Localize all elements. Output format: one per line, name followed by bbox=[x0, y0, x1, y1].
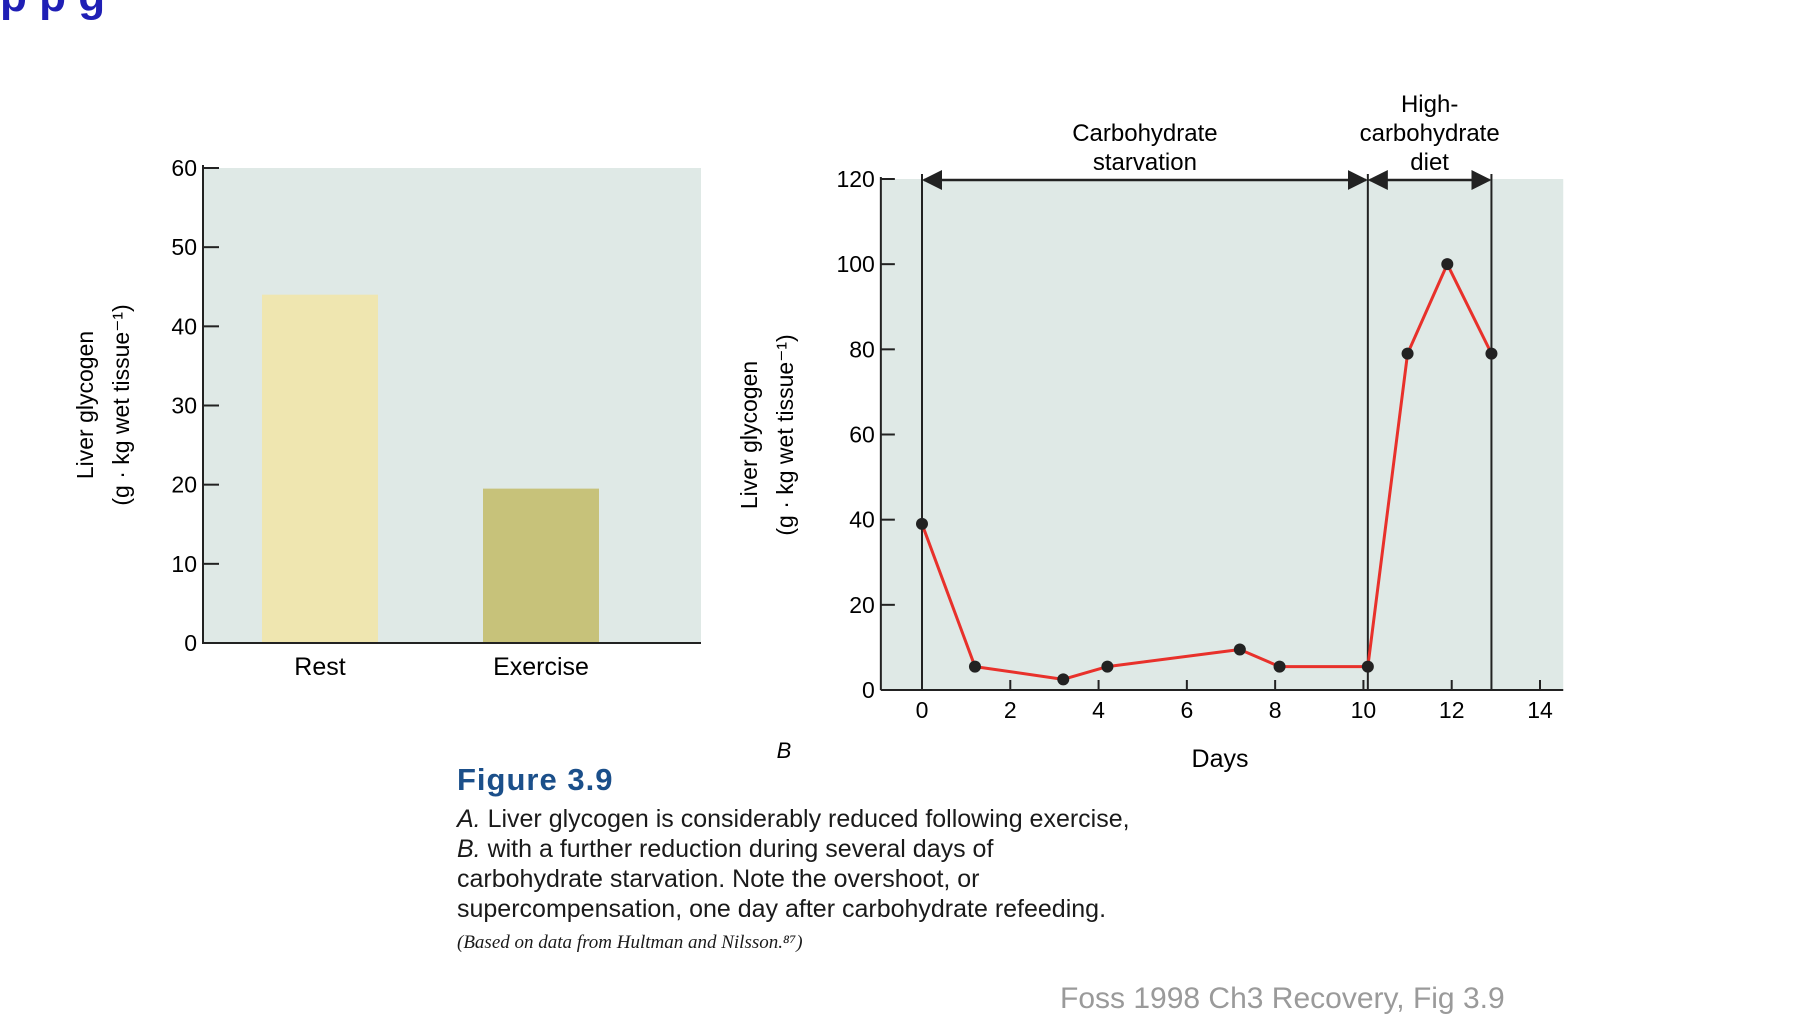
chart-b-data-point bbox=[1441, 258, 1454, 271]
chart-b-y-label: Liver glycogen (g · kg wet tissue⁻¹) bbox=[736, 334, 798, 535]
chart-a-y-tick-label: 10 bbox=[171, 551, 197, 577]
chart-b-phase-label: High- bbox=[1401, 91, 1458, 118]
chart-b-data-point bbox=[1101, 660, 1114, 673]
chart-b-x-tick-label: 2 bbox=[1004, 697, 1017, 723]
chart-a-y-label-line1: Liver glycogen bbox=[72, 331, 98, 479]
chart-a-y-tick-label: 30 bbox=[171, 393, 197, 419]
chart-b-panel-label: B bbox=[777, 738, 792, 763]
chart-b-y-tick-label: 20 bbox=[849, 592, 875, 618]
caption-text-1: Liver glycogen is considerably reduced f… bbox=[480, 805, 1130, 833]
chart-b-y-label-line1: Liver glycogen bbox=[736, 361, 762, 509]
caption-label-a: A. bbox=[457, 805, 481, 833]
chart-b-series-line bbox=[920, 262, 1493, 681]
chart-b-series bbox=[916, 258, 1498, 686]
chart-b-x-tick-label: 6 bbox=[1180, 697, 1193, 723]
chart-a-y-label: Liver glycogen (g · kg wet tissue⁻¹) bbox=[72, 304, 134, 505]
chart-b-data-point bbox=[1485, 347, 1498, 360]
chart-b-x-label: Days bbox=[1192, 745, 1249, 773]
chart-a-y-label-line2: (g · kg wet tissue⁻¹) bbox=[108, 304, 134, 505]
chart-b-phase-label: Carbohydrate bbox=[1072, 120, 1217, 147]
chart-b-y-tick-label: 120 bbox=[836, 166, 874, 192]
chart-b-y-tick-label: 40 bbox=[849, 507, 875, 533]
caption-credit: (Based on data from Hultman and Nilsson.… bbox=[457, 932, 803, 953]
chart-b-x-tick-label: 12 bbox=[1439, 697, 1465, 723]
chart-b-phase-label: carbohydrate bbox=[1360, 120, 1500, 147]
chart-a: 0 10 20 30 40 50 60 Rest Exercise Liver glycoge… bbox=[72, 155, 701, 681]
chart-a-bar-rest bbox=[262, 294, 378, 643]
chart-b-data-point bbox=[1057, 673, 1070, 686]
chart-b-x-tick-label: 8 bbox=[1269, 697, 1282, 723]
chart-a-y-tick-label: 0 bbox=[184, 630, 197, 656]
chart-b-x-tick-label: 14 bbox=[1527, 697, 1553, 723]
page-title-fragment: p p g bbox=[0, 0, 105, 22]
chart-a-y-ticks: 0 10 20 30 40 50 60 bbox=[171, 155, 219, 656]
caption-line-1: A. Liver glycogen is considerably reduce… bbox=[457, 804, 1217, 834]
caption-label-b: B. bbox=[457, 835, 481, 863]
caption-line-3: carbohydrate starvation. Note the oversh… bbox=[457, 865, 980, 893]
caption-text-2: with a further reduction during several … bbox=[480, 835, 994, 863]
chart-b-x-ticks: 0 2 4 6 8 10 12 14 bbox=[916, 680, 1553, 723]
chart-a-y-tick-label: 40 bbox=[171, 313, 197, 339]
chart-b-x-tick-label: 4 bbox=[1092, 697, 1105, 723]
chart-b-data-point bbox=[916, 517, 928, 530]
chart-b-y-tick-label: 80 bbox=[849, 336, 875, 362]
caption-line-2: B. with a further reduction during sever… bbox=[457, 834, 1217, 864]
chart-b-y-tick-label: 60 bbox=[849, 422, 875, 448]
chart-b-data-point bbox=[968, 660, 981, 673]
chart-b-phase-label: diet bbox=[1410, 149, 1449, 176]
chart-a-y-tick-label: 60 bbox=[171, 155, 197, 181]
chart-b-y-tick-label: 0 bbox=[862, 677, 875, 703]
footer-source: Foss 1998 Ch3 Recovery, Fig 3.9 bbox=[1060, 982, 1505, 1015]
chart-a-bars bbox=[262, 294, 599, 643]
chart-a-x-tick-labels: Rest Exercise bbox=[294, 653, 589, 681]
chart-a-bar-exercise bbox=[483, 488, 599, 643]
chart-b-panel bbox=[880, 179, 1564, 690]
chart-b-data-point bbox=[1233, 643, 1246, 656]
chart-b-data-point bbox=[1273, 660, 1286, 673]
chart-b-y-ticks: 0 20 40 60 80 100 120 bbox=[836, 166, 895, 703]
chart-a-y-tick-label: 20 bbox=[171, 472, 197, 498]
caption-line-4: supercompensation, one day after carbohy… bbox=[457, 895, 1107, 923]
chart-b-y-label-line2: (g · kg wet tissue⁻¹) bbox=[772, 334, 798, 535]
figure-caption: Figure 3.9 A. Liver glycogen is consider… bbox=[457, 762, 1217, 954]
chart-b-data-point bbox=[1401, 347, 1414, 360]
chart-b-phase-label: starvation bbox=[1093, 149, 1197, 176]
chart-b-x-tick-label: 10 bbox=[1351, 697, 1377, 723]
chart-a-x-tick-label: Exercise bbox=[493, 653, 589, 681]
chart-b-y-tick-label: 100 bbox=[836, 251, 874, 277]
chart-a-x-tick-label: Rest bbox=[294, 653, 345, 681]
chart-a-y-tick-label: 50 bbox=[171, 234, 197, 260]
figure-title: Figure 3.9 bbox=[457, 762, 614, 797]
chart-b-x-tick-label: 0 bbox=[916, 697, 929, 723]
chart-b-data-point bbox=[1361, 660, 1374, 673]
